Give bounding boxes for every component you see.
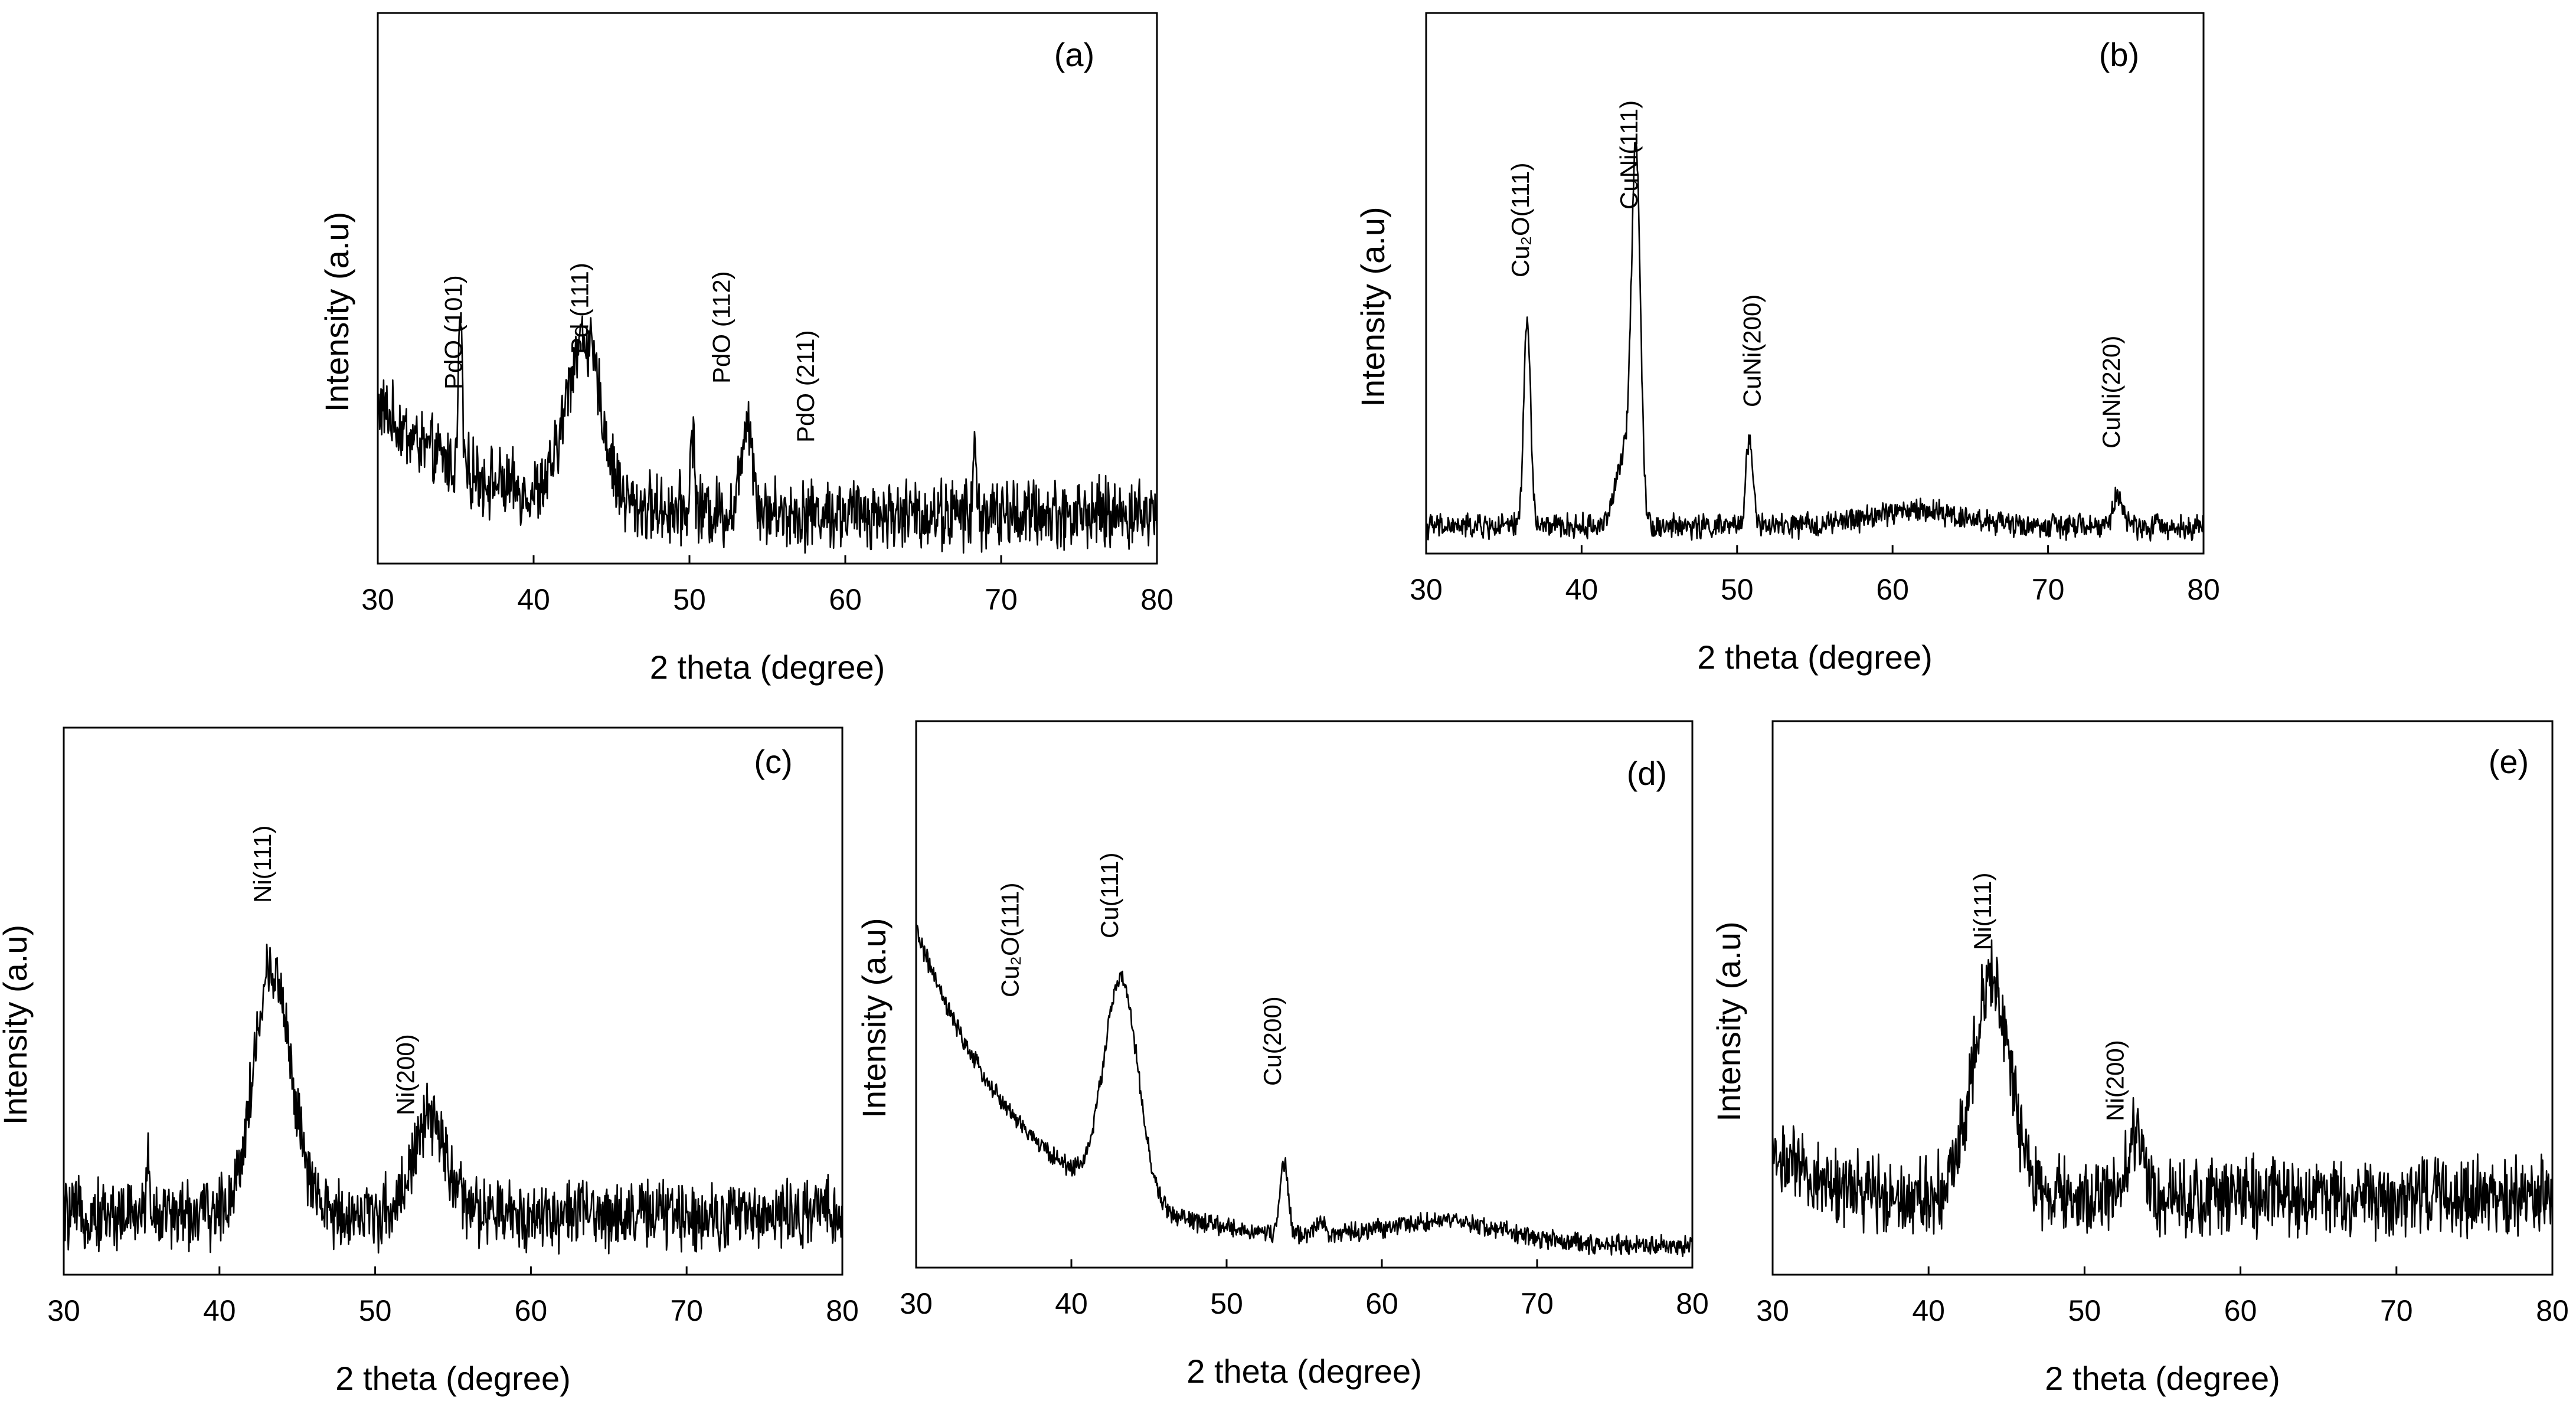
x-tick-label: 80 <box>826 1294 859 1327</box>
x-axis-label: 2 theta (degree) <box>650 649 885 686</box>
x-tick-label: 70 <box>670 1294 703 1327</box>
peak-annotation: PdO (211) <box>792 330 819 443</box>
x-axis-label: 2 theta (degree) <box>1697 639 1932 676</box>
peak-annotation: PdO (112) <box>708 271 735 384</box>
peak-annotation: Ni(200) <box>2101 1040 2129 1121</box>
plot-frame <box>915 720 1694 1269</box>
x-tick-label: 60 <box>1876 573 1909 606</box>
x-tick-label: 80 <box>2536 1294 2569 1327</box>
y-axis-label: Intensity (a.u) <box>855 918 893 1118</box>
panel-label: (d) <box>1627 755 1667 792</box>
panel-b: 30 40 50 60 70 80 2 theta (degree) Intensity (a… <box>1354 12 2220 676</box>
x-tick-label: 80 <box>1676 1287 1709 1320</box>
x-tick-label: 60 <box>1365 1287 1398 1320</box>
x-tick-label: 30 <box>900 1287 933 1320</box>
x-tick-label: 30 <box>1756 1294 1789 1327</box>
y-axis-label: Intensity (a.u) <box>0 925 34 1125</box>
x-tick-label: 70 <box>2380 1294 2413 1327</box>
x-tick-label: 40 <box>203 1294 236 1327</box>
x-tick-label: 60 <box>829 583 862 616</box>
peak-annotation: Cu(111) <box>1096 852 1123 938</box>
x-tick-label: 80 <box>1140 583 1173 616</box>
plot-frame <box>1771 720 2554 1276</box>
panel-label: (b) <box>2099 36 2139 73</box>
x-tick-label: 60 <box>2224 1294 2257 1327</box>
xrd-series-line <box>915 922 1694 1258</box>
x-tick-label: 40 <box>1055 1287 1088 1320</box>
peak-annotation: Ni(111) <box>1969 873 1996 950</box>
peak-annotation: CuNi(200) <box>1738 294 1766 407</box>
x-tick-label: 50 <box>359 1294 392 1327</box>
x-tick-label: 40 <box>1565 573 1598 606</box>
plot-frame <box>377 12 1158 565</box>
panel-label: (e) <box>2489 743 2529 780</box>
y-axis-label: Intensity (a.u) <box>1710 921 1747 1121</box>
x-tick-label: 50 <box>1210 1287 1243 1320</box>
x-tick-label: 30 <box>1410 573 1443 606</box>
peak-annotation: PdO (101) <box>440 275 468 389</box>
peak-annotation: CuNi(111) <box>1615 100 1643 209</box>
x-axis-label: 2 theta (degree) <box>1186 1353 1421 1390</box>
x-tick-label: 30 <box>361 583 394 616</box>
xrd-series-line <box>63 944 844 1255</box>
x-tick-label: 60 <box>515 1294 548 1327</box>
x-tick-label: 40 <box>517 583 550 616</box>
x-axis-label: 2 theta (degree) <box>335 1360 570 1397</box>
x-tick-label: 70 <box>1521 1287 1554 1320</box>
panel-label: (a) <box>1054 36 1094 73</box>
x-tick-label: 50 <box>1721 573 1754 606</box>
peak-annotation: Ni(111) <box>249 826 276 903</box>
xrd-series-line <box>1425 141 2205 542</box>
x-tick-label: 50 <box>2068 1294 2101 1327</box>
peak-annotation: Pd (111) <box>565 263 593 354</box>
x-tick-label: 30 <box>47 1294 80 1327</box>
panel-d: 30 40 50 60 70 80 2 theta (degree) Intensity (a… <box>855 720 1709 1390</box>
panel-e: 30 40 50 60 70 80 2 theta (degree) Intensity (a… <box>1710 720 2569 1397</box>
peak-annotation: Cu₂O(111) <box>996 883 1024 997</box>
peak-annotation: Cu(200) <box>1258 996 1286 1086</box>
xrd-series-line <box>1771 939 2553 1242</box>
plot-frame <box>63 726 844 1276</box>
plot-frame <box>1425 12 2205 555</box>
panel-c: 30 40 50 60 70 80 2 theta (degree) Intensity (a… <box>0 726 859 1397</box>
xrd-series-line <box>377 315 1158 554</box>
y-axis-label: Intensity (a.u) <box>1354 207 1391 407</box>
y-axis-label: Intensity (a.u) <box>318 212 355 412</box>
x-tick-label: 50 <box>673 583 706 616</box>
peak-annotation: Cu₂O(111) <box>1506 163 1534 277</box>
x-axis-label: 2 theta (degree) <box>2045 1360 2280 1397</box>
x-tick-label: 80 <box>2187 573 2220 606</box>
peak-annotation: Ni(200) <box>392 1034 420 1115</box>
x-tick-label: 40 <box>1912 1294 1945 1327</box>
peak-annotation: CuNi(220) <box>2097 336 2125 449</box>
panel-label: (c) <box>754 743 792 780</box>
x-tick-label: 70 <box>2032 573 2065 606</box>
panel-a: 30 40 50 60 70 80 2 theta (degree) Intensity (a… <box>318 12 1173 686</box>
x-tick-label: 70 <box>985 583 1018 616</box>
